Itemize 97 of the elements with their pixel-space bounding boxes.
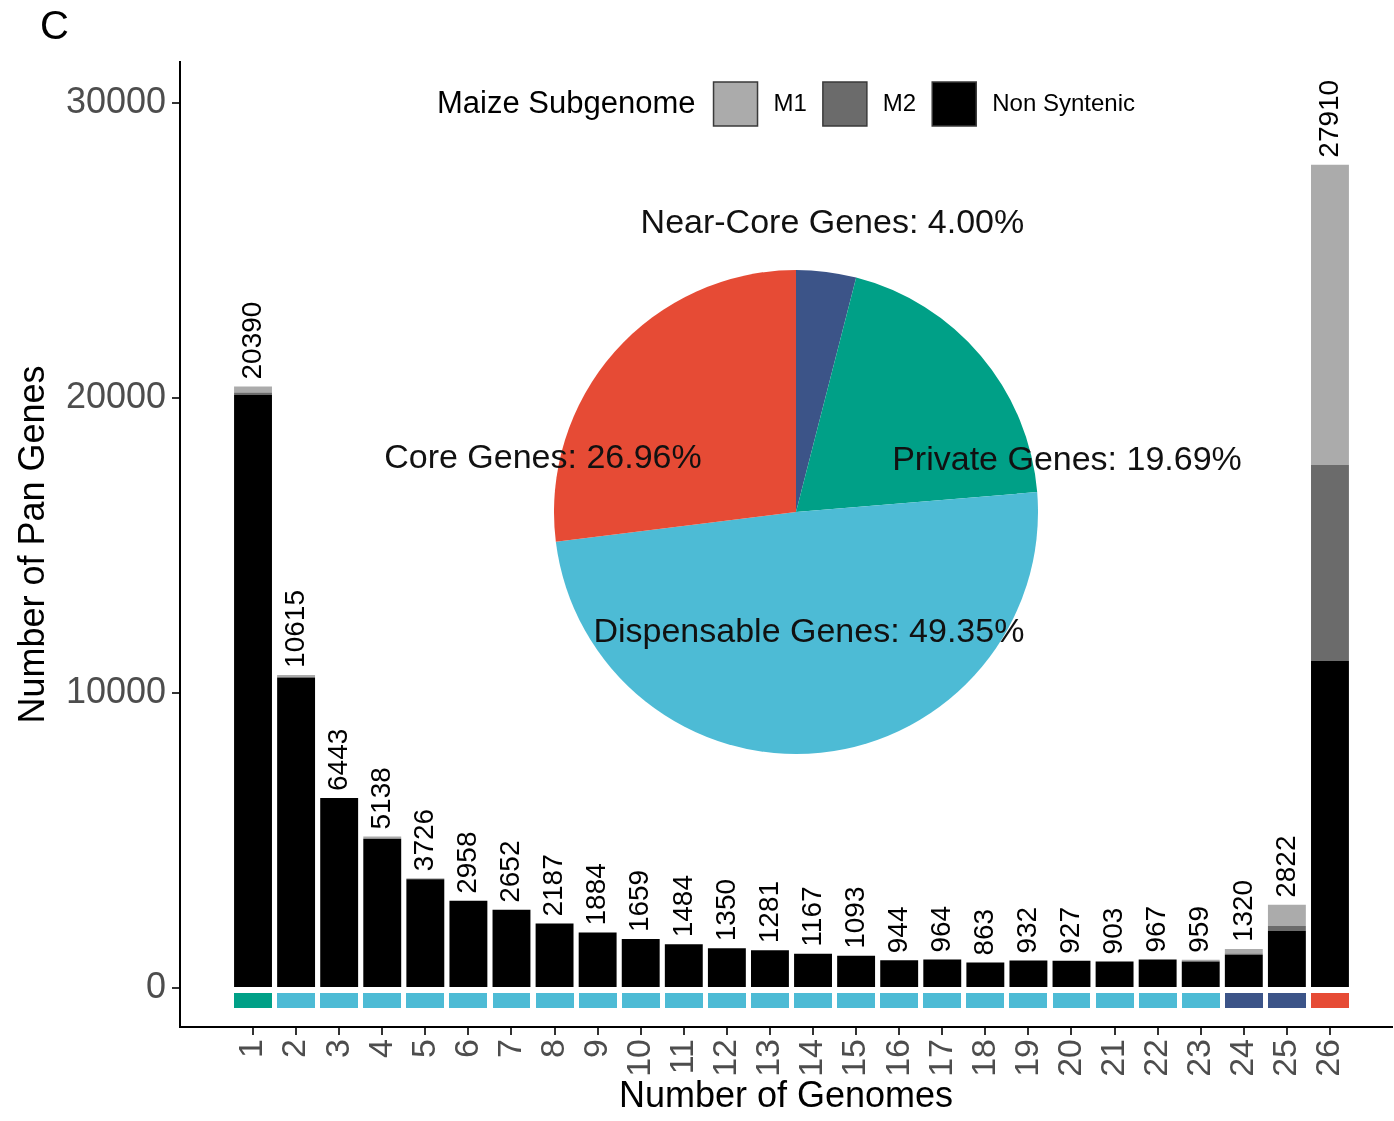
bar [1009,960,1048,988]
x-tick-label: 12 [705,1039,744,1077]
bar [234,392,272,396]
bar [449,900,488,988]
slice-label: Near-Core Genes: 4.00% [640,202,1025,241]
x-tick-label: 7 [489,1039,528,1058]
bar [707,948,746,988]
total-label: 932 [1011,906,1043,954]
y-tick-label: 10000 [65,669,166,711]
x-tick-label: 25 [1265,1039,1304,1077]
bar [363,838,402,988]
bar [837,955,876,988]
x-tick-label: 6 [446,1039,485,1058]
bar [1267,904,1306,927]
bar [1311,464,1349,661]
total-label: 2187 [537,854,569,917]
total-label: 863 [968,908,1000,956]
bar [1267,926,1306,932]
x-tick-label: 5 [403,1039,442,1058]
x-tick-label: 17 [920,1039,959,1077]
bar [1052,960,1091,988]
bar [1181,961,1220,988]
bar [578,932,617,988]
bar [1224,955,1263,988]
total-label: 944 [881,906,913,954]
y-axis-title: Number of Pan Genes [10,365,52,724]
y-tick-label: 20000 [65,374,166,416]
x-tick-label: 18 [963,1039,1002,1077]
bar [751,950,789,988]
total-label: 2958 [451,831,483,894]
bar [1267,931,1306,988]
total-label: 967 [1140,905,1172,953]
legend-title: Maize Subgenome [437,84,696,120]
total-label: 1093 [838,886,870,949]
total-label: 1320 [1226,879,1258,943]
x-tick-label: 3 [317,1039,356,1058]
x-axis-title: Number of Genomes [618,1074,954,1116]
bar [664,944,703,988]
total-label: 3726 [408,808,440,872]
total-label: 10615 [278,590,310,668]
total-label: 1659 [623,869,655,933]
bar [1095,961,1134,988]
bar [880,960,919,988]
x-tick-label: 16 [877,1039,916,1077]
x-tick-label: 23 [1179,1039,1218,1077]
x-tick-label: 9 [576,1039,615,1058]
x-tick-label: 19 [1006,1039,1045,1077]
bar [923,959,962,988]
legend-label: Non Syntenic [992,88,1135,116]
x-tick-label: 11 [662,1039,701,1075]
bar [1224,949,1263,954]
x-tick-label: 4 [360,1039,399,1058]
total-label: 927 [1054,906,1086,954]
bar [535,923,574,988]
x-tick-label: 2 [274,1039,313,1058]
x-tick-label: 21 [1092,1039,1131,1077]
bar [277,677,316,988]
total-label: 1281 [752,880,784,944]
legend-label: M1 [773,88,807,116]
total-label: 959 [1183,906,1215,953]
bar [794,953,832,988]
x-tick-label: 24 [1222,1039,1261,1077]
total-label: 5138 [364,767,396,830]
total-label: 27910 [1312,79,1344,158]
total-label: 903 [1097,907,1129,955]
total-label: 964 [924,905,956,953]
x-tick-label: 13 [748,1039,787,1077]
x-tick-label: 15 [834,1039,873,1077]
bar [234,395,272,988]
total-label: 2822 [1269,835,1301,898]
x-tick-label: 8 [532,1039,571,1058]
total-label: 1884 [580,863,612,926]
bar [406,879,445,988]
total-label: 2652 [494,840,526,903]
total-label: 6443 [321,728,353,791]
x-tick-label: 20 [1049,1039,1088,1077]
bar [966,962,1005,988]
bar [1138,959,1177,988]
total-label: 1350 [709,878,741,942]
x-tick-label: 10 [619,1039,658,1077]
total-label: 1167 [795,886,827,947]
legend-label: M2 [882,88,917,116]
bar [492,909,531,988]
total-label: 1484 [666,874,698,938]
bar [1311,164,1349,465]
chart-title: C [40,3,69,48]
total-label: 20390 [235,301,267,380]
bar [320,797,359,988]
bar [1311,660,1349,988]
x-tick-label: 14 [791,1039,830,1077]
y-tick-label: 0 [145,964,166,1006]
bar [621,939,660,988]
bar [363,836,402,839]
x-tick-label: 1 [231,1039,270,1058]
x-tick-label: 26 [1308,1039,1347,1077]
y-tick-label: 30000 [65,79,166,121]
x-tick-label: 22 [1136,1039,1175,1077]
